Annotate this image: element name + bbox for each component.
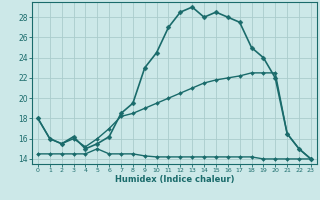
X-axis label: Humidex (Indice chaleur): Humidex (Indice chaleur) bbox=[115, 175, 234, 184]
